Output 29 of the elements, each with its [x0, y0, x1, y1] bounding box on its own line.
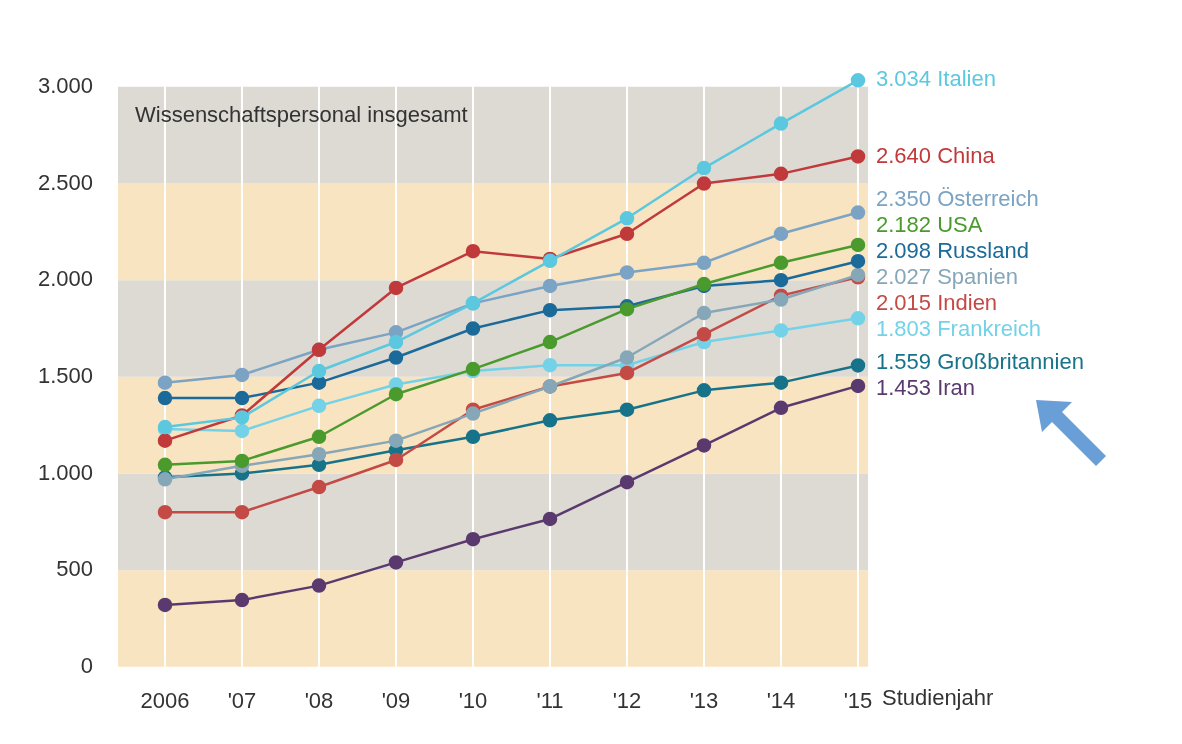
- y-tick-label: 3.000: [37, 72, 93, 98]
- x-tick-label: '08: [304, 688, 334, 714]
- x-tick-label: '07: [227, 688, 257, 714]
- text: 2.015 Indien: [876, 289, 998, 315]
- text: 2.350 Österreich: [876, 185, 1039, 211]
- y-tick-label: 1.000: [37, 459, 93, 485]
- text: 2.098 Russland: [876, 237, 1029, 263]
- x-tick-label: '15: [843, 688, 873, 714]
- x-axis-title: Studienjahr: [882, 684, 994, 710]
- x-tick-label: 2006: [140, 688, 190, 714]
- x-tick-label: '12: [612, 688, 642, 714]
- y-tick-label: 2.500: [37, 169, 93, 195]
- x-tick-label: '13: [689, 688, 719, 714]
- text: 2.027 Spanien: [876, 263, 1018, 289]
- text: 1.453 Iran: [876, 374, 976, 400]
- text: 2.182 USA: [876, 211, 983, 237]
- text: 3.034 Italien: [876, 66, 996, 92]
- x-tick-label: '11: [536, 688, 564, 714]
- y-tick-label: 2.000: [37, 266, 93, 292]
- text: Wissenschaftspersonal insgesamt: [135, 101, 468, 127]
- y-tick-label: 500: [56, 556, 93, 582]
- text: 1.803 Frankreich: [876, 315, 1042, 341]
- y-tick-label: 0: [80, 652, 93, 678]
- y-tick-label: 1.500: [37, 362, 93, 388]
- text: 2.640 China: [876, 142, 995, 168]
- x-tick-label: '14: [766, 688, 796, 714]
- x-tick-label: '09: [381, 688, 411, 714]
- text: 1.559 Großbritannien: [876, 348, 1084, 374]
- x-tick-label: '10: [458, 688, 488, 714]
